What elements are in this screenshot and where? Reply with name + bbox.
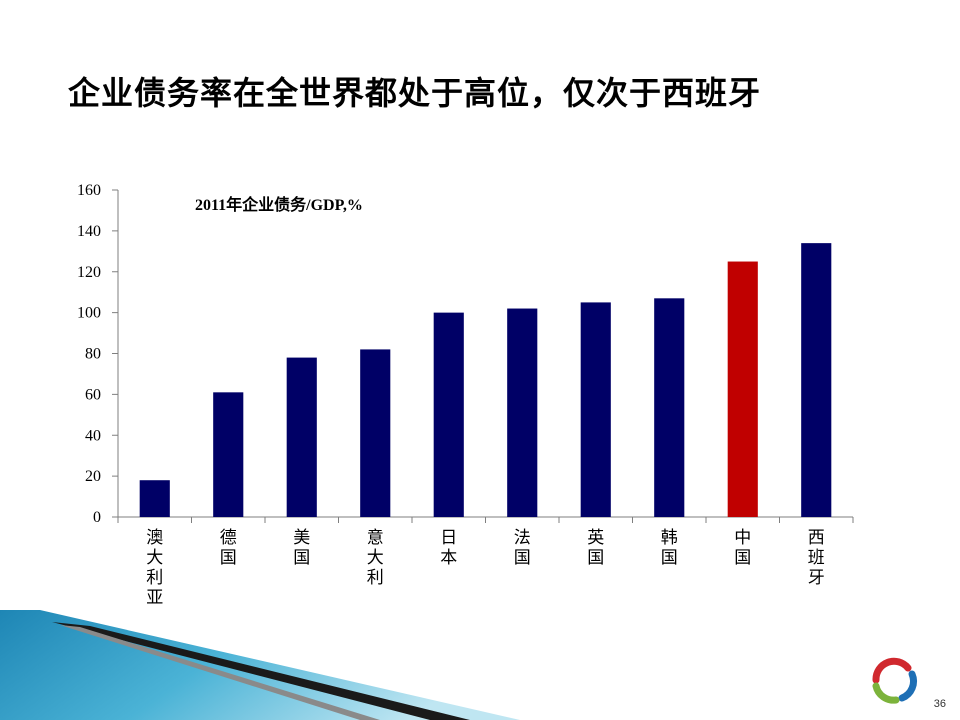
chart-title: 2011年企业债务/GDP,% xyxy=(195,195,363,214)
logo-blue-arc xyxy=(898,670,917,702)
x-category-label: 韩国 xyxy=(661,528,678,568)
bar-2 xyxy=(213,392,244,517)
y-tick-label: 120 xyxy=(77,264,101,281)
x-category-label: 德国 xyxy=(220,528,237,568)
bar-7 xyxy=(580,302,611,517)
grey-swoosh-shape xyxy=(60,625,380,720)
x-category-label: 中国 xyxy=(734,528,751,568)
x-category-label: 法国 xyxy=(514,528,531,568)
x-category-label: 西班牙 xyxy=(808,528,825,588)
bar-9 xyxy=(727,261,758,517)
bar-5 xyxy=(433,312,464,517)
x-category-label: 澳大利亚 xyxy=(146,528,163,608)
logo-red-arc xyxy=(872,657,912,684)
page-number: 36 xyxy=(933,698,946,710)
y-tick-label: 40 xyxy=(85,427,101,444)
y-tick-label: 80 xyxy=(85,346,101,363)
bar-10 xyxy=(801,243,832,517)
company-logo xyxy=(872,657,917,704)
bar-6 xyxy=(507,308,538,517)
x-category-label: 日本 xyxy=(440,528,457,568)
y-tick-label: 60 xyxy=(85,386,101,403)
x-category-labels: 澳大利亚 德国 美国 意大利 日本 法国 英国 韩国 中国 西班牙 xyxy=(146,528,825,608)
logo-green-arc xyxy=(872,682,900,704)
x-category-label: 意大利 xyxy=(367,528,384,588)
bar-1 xyxy=(139,480,170,517)
slide-title: 企业债务率在全世界都处于高位，仅次于西班牙 xyxy=(68,74,762,112)
y-tick-label: 140 xyxy=(77,223,101,240)
bar-3 xyxy=(286,357,317,517)
y-tick-labels: 0 20 40 60 80 100 120 140 160 xyxy=(77,182,101,526)
x-category-label: 美国 xyxy=(293,528,310,568)
bar-8 xyxy=(654,298,685,517)
y-tick-label: 20 xyxy=(85,468,101,485)
chart-bars xyxy=(139,243,832,517)
bar-4 xyxy=(360,349,391,517)
y-tick-label: 0 xyxy=(93,509,101,526)
y-tick-label: 100 xyxy=(77,305,101,322)
dark-swoosh-shape xyxy=(52,622,470,720)
x-category-label: 英国 xyxy=(587,528,604,568)
y-tick-label: 160 xyxy=(77,182,101,199)
